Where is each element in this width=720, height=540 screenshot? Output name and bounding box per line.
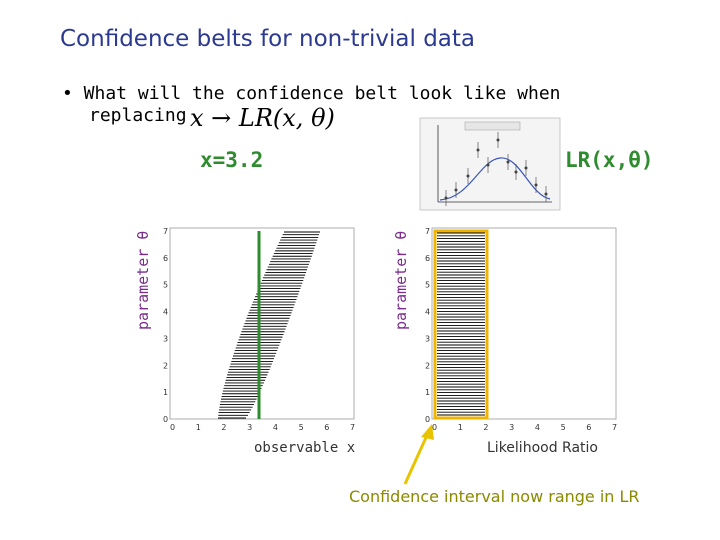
formula-replacement: x → LR(x, θ) xyxy=(190,104,335,132)
thumb-point xyxy=(544,192,548,196)
x-tick-label: 0 xyxy=(432,423,437,432)
x-tick-label: 2 xyxy=(483,423,488,432)
x-tick-label: 3 xyxy=(509,423,514,432)
y-tick-label: 7 xyxy=(425,227,430,236)
x-axis-label-left: observable x xyxy=(254,440,356,456)
thumbnail-plot xyxy=(419,117,561,211)
annotation-arrow xyxy=(403,424,434,485)
bullet-line-2: replacing xyxy=(89,105,187,126)
right-plot: 0 1 2 3 4 5 6 7 0 1 2 3 4 5 6 7 xyxy=(425,227,617,432)
y-tick-label: 3 xyxy=(425,334,430,343)
x-tick-label: 2 xyxy=(221,423,226,432)
y-tick-label: 1 xyxy=(163,388,168,397)
label-x-value: x=3.2 xyxy=(200,148,264,172)
x-tick-label: 6 xyxy=(324,423,329,432)
thumb-point xyxy=(454,188,458,192)
x-tick-label: 1 xyxy=(196,423,201,432)
x-tick-label: 5 xyxy=(299,423,304,432)
y-tick-label: 4 xyxy=(163,308,168,317)
y-tick-label: 6 xyxy=(163,254,168,263)
y-tick-label: 0 xyxy=(425,415,430,424)
x-tick-label: 3 xyxy=(247,423,252,432)
slide-title: Confidence belts for non-trivial data xyxy=(60,26,476,52)
left-plot: 0 1 2 3 4 5 6 7 0 1 2 3 4 5 6 7 xyxy=(163,227,355,432)
y-tick-label: 6 xyxy=(425,254,430,263)
bullet-line-1: • What will the confidence belt look lik… xyxy=(62,83,561,104)
x-tick-label: 7 xyxy=(612,423,617,432)
thumb-point xyxy=(514,170,518,174)
thumb-point xyxy=(444,196,448,200)
y-tick-label: 0 xyxy=(163,415,168,424)
y-tick-label: 3 xyxy=(163,334,168,343)
y-tick-label: 1 xyxy=(425,388,430,397)
confidence-interval-box xyxy=(433,229,489,420)
thumb-point xyxy=(506,160,510,164)
y-tick-label: 4 xyxy=(425,308,430,317)
y-tick-label: 2 xyxy=(163,361,168,370)
bullet-question: • What will the confidence belt look lik… xyxy=(62,83,561,127)
y-tick-label: 7 xyxy=(163,227,168,236)
x-tick-label: 1 xyxy=(458,423,463,432)
x-tick-label: 7 xyxy=(350,423,355,432)
thumb-point xyxy=(534,183,538,187)
x-axis-label-right: Likelihood Ratio xyxy=(487,440,598,456)
thumb-point xyxy=(476,148,480,152)
y-tick-label: 5 xyxy=(425,281,430,290)
annotation-text: Confidence interval now range in LR xyxy=(349,487,640,506)
y-tick-label: 2 xyxy=(425,361,430,370)
x-tick-label: 5 xyxy=(561,423,566,432)
x-tick-label: 4 xyxy=(273,423,278,432)
thumb-point xyxy=(524,166,528,170)
thumb-point xyxy=(496,138,500,142)
x-tick-label: 4 xyxy=(535,423,540,432)
label-lr: LR(x,θ) xyxy=(565,148,654,172)
y-tick-label: 5 xyxy=(163,281,168,290)
x-tick-label: 6 xyxy=(586,423,591,432)
thumb-point xyxy=(466,174,470,178)
x-tick-label: 0 xyxy=(170,423,175,432)
thumb-point xyxy=(486,163,490,167)
